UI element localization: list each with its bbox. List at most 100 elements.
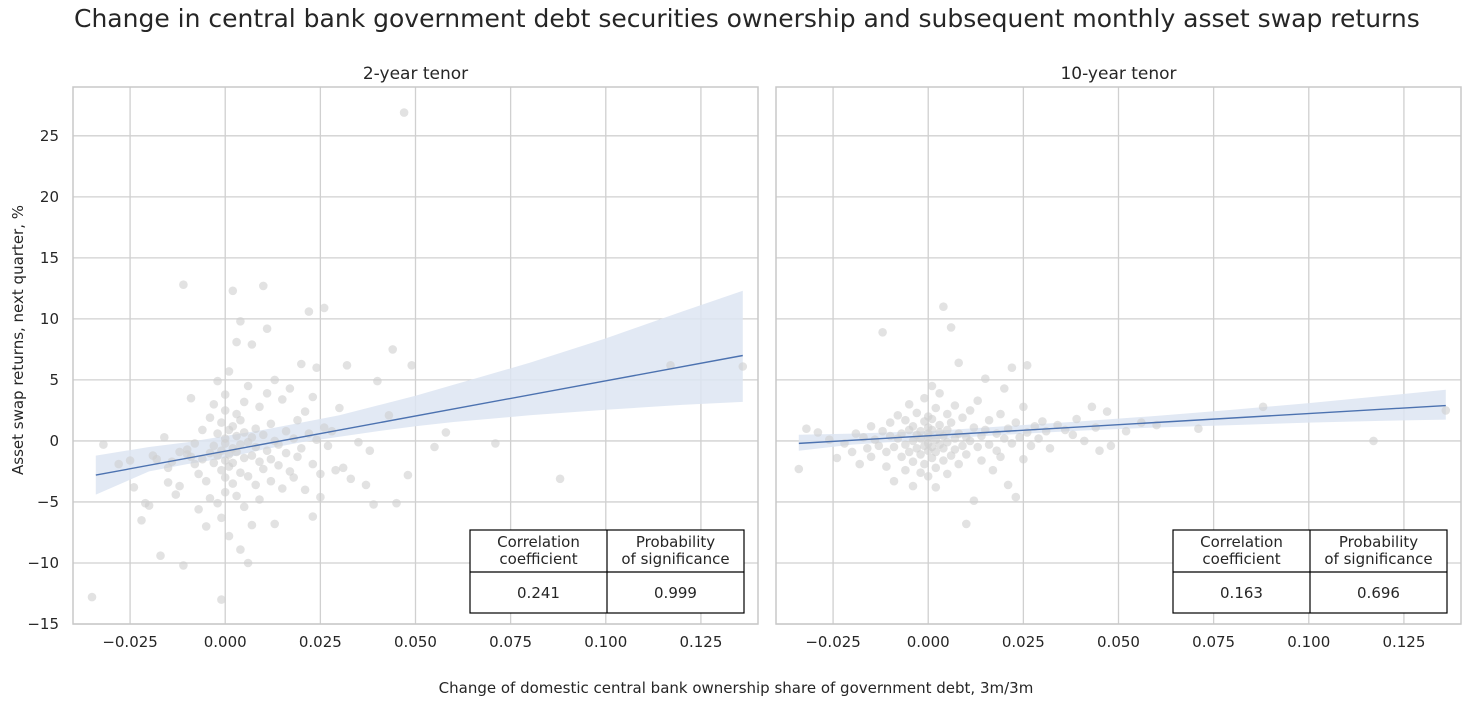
scatter-point <box>247 451 257 460</box>
scatter-point <box>1000 384 1009 393</box>
scatter-point <box>274 461 283 470</box>
scatter-point <box>297 359 306 369</box>
stats-table-header: Correlation <box>1200 533 1283 551</box>
scatter-point <box>201 522 211 531</box>
scatter-point <box>220 439 230 448</box>
stats-table-value: 0.241 <box>517 584 560 602</box>
scatter-point <box>912 408 922 418</box>
scatter-point <box>247 340 257 349</box>
regression-line <box>95 354 743 476</box>
scatter-point <box>281 426 291 436</box>
stats-table-value: 0.163 <box>1220 584 1263 602</box>
stats-table-value: 0.999 <box>654 584 697 602</box>
scatter-point <box>988 465 998 475</box>
scatter-point <box>965 436 975 446</box>
scatter-point <box>1106 441 1116 451</box>
x-tick-label: 0.100 <box>584 633 627 651</box>
scatter-point <box>1091 423 1100 432</box>
scatter-point <box>973 442 982 452</box>
scatter-point <box>874 441 884 451</box>
stats-table-header: coefficient <box>499 550 577 568</box>
scatter-point <box>939 302 948 312</box>
scatter-point <box>1137 418 1146 427</box>
scatter-point <box>950 445 960 454</box>
x-tick-label: 0.125 <box>1382 633 1425 651</box>
scatter-point <box>293 415 302 425</box>
scatter-point <box>901 440 910 449</box>
scatter-point <box>247 520 257 530</box>
scatter-point <box>1011 492 1021 502</box>
scatter-point <box>847 447 857 457</box>
scatter-point <box>243 381 253 391</box>
stats-table-header: Probability <box>1339 533 1418 551</box>
scatter-point <box>304 307 314 316</box>
x-tick-label: 0.125 <box>679 633 722 651</box>
scatter-point <box>1102 407 1112 416</box>
scatter-point <box>392 498 401 508</box>
scatter-point <box>1007 439 1017 448</box>
scatter-point <box>255 402 264 412</box>
scatter-point <box>201 476 211 486</box>
scatter-point <box>738 362 748 371</box>
y-tick-label: 25 <box>40 127 59 145</box>
x-tick-label: 0.075 <box>489 633 532 651</box>
scatter-point <box>331 465 340 475</box>
scatter-point <box>224 531 234 541</box>
scatter-point <box>969 496 979 506</box>
scatter-point <box>209 400 219 409</box>
scatter-point <box>251 442 260 452</box>
scatter-point <box>373 376 382 386</box>
scatter-point <box>908 481 918 491</box>
scatter-point <box>927 425 937 435</box>
scatter-point <box>939 444 948 453</box>
panel-right: −0.025 0.000 0.025 0.050 0.075 0.100 0.125 10-y… <box>775 64 1462 651</box>
scatter-point <box>217 513 226 523</box>
scatter-point <box>882 462 891 471</box>
scatter-point <box>889 476 899 486</box>
scatter-point <box>300 407 310 416</box>
scatter-point <box>927 414 937 424</box>
scatter-point <box>194 469 203 479</box>
scatter-point <box>491 439 500 448</box>
scatter-point <box>878 328 887 337</box>
x-axis-label: Change of domestic central bank ownershi… <box>438 679 1034 697</box>
scatter-point <box>175 481 184 491</box>
scatter-point <box>920 393 929 403</box>
scatter-point <box>399 108 409 117</box>
y-tick-label: −5 <box>37 493 59 511</box>
scatter-point <box>209 458 219 468</box>
stats-table-header: Probability <box>636 533 715 551</box>
scatter-point <box>555 474 565 484</box>
scatter-point <box>137 516 146 525</box>
scatter-point <box>889 442 899 452</box>
scatter-point <box>163 478 173 487</box>
scatter-point <box>1019 454 1028 464</box>
scatter-point <box>904 447 914 457</box>
scatter-point <box>182 445 192 454</box>
scatter-point <box>973 396 982 406</box>
scatter-point <box>878 426 887 436</box>
scatter-point <box>266 476 276 486</box>
scatter-point <box>152 454 161 464</box>
scatter-point <box>369 500 378 509</box>
scatter-point <box>931 463 941 473</box>
scatter-point <box>259 464 268 474</box>
scatter-point <box>335 403 344 413</box>
scatter-point <box>813 428 823 437</box>
scatter-point <box>179 561 188 570</box>
scatter-point <box>882 447 891 457</box>
scatter-point <box>897 429 906 438</box>
x-tick-label: −0.025 <box>805 633 861 651</box>
scatter-point <box>255 457 264 467</box>
scatter-point <box>232 431 241 441</box>
scatter-point <box>1000 434 1009 443</box>
scatter-point <box>156 551 165 560</box>
chart-title: Change in central bank government debt s… <box>74 4 1420 33</box>
scatter-point <box>239 397 249 407</box>
scatter-point <box>958 441 967 451</box>
scatter-point <box>943 437 952 447</box>
scatter-point <box>916 426 925 436</box>
scatter-point <box>916 450 925 459</box>
scatter-point <box>1003 480 1013 490</box>
scatter-point <box>403 470 413 480</box>
